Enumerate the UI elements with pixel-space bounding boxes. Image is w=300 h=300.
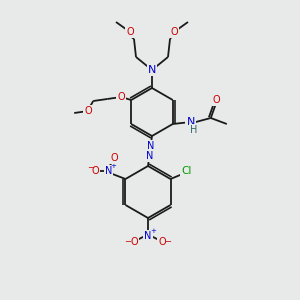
Text: O: O <box>130 237 138 247</box>
Text: N: N <box>148 65 156 75</box>
Text: O: O <box>126 27 134 37</box>
Text: −: − <box>164 238 172 247</box>
Text: O: O <box>111 153 118 163</box>
Text: Cl: Cl <box>181 166 192 176</box>
Text: −: − <box>124 238 131 247</box>
Text: N: N <box>144 231 152 241</box>
Text: O: O <box>170 27 178 37</box>
Text: +: + <box>110 163 116 169</box>
Text: O: O <box>117 92 125 102</box>
Text: N: N <box>147 141 154 151</box>
Text: N: N <box>146 151 153 161</box>
Text: O: O <box>158 237 166 247</box>
Text: −: − <box>87 164 94 172</box>
Text: +: + <box>150 228 156 234</box>
Text: H: H <box>190 125 197 135</box>
Text: N: N <box>105 166 112 176</box>
Text: N: N <box>187 117 195 127</box>
Text: O: O <box>213 95 220 105</box>
Text: O: O <box>84 106 92 116</box>
Text: O: O <box>92 166 99 176</box>
